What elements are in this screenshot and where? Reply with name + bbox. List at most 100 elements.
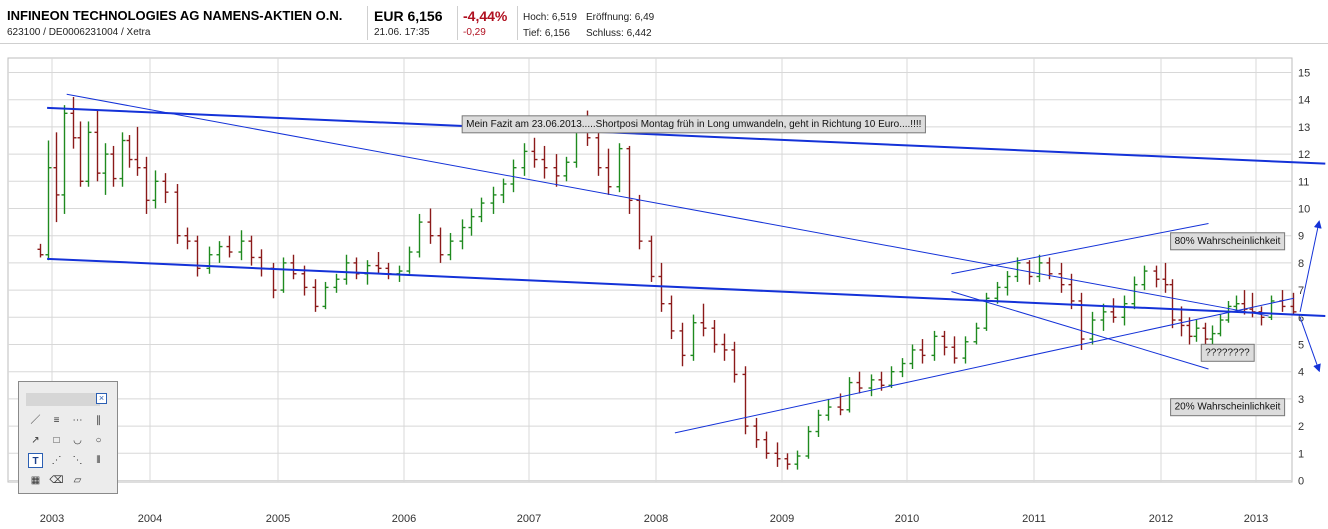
x-tick-label: 2008 (644, 513, 668, 525)
ohlc-bar (668, 295, 675, 340)
ohlc-bar (174, 184, 181, 244)
security-title: INFINEON TECHNOLOGIES AG NAMENS-AKTIEN O… (7, 8, 343, 23)
ohlc-bar (37, 243, 44, 258)
ohlc-bar (815, 409, 822, 437)
arrow-line (1299, 317, 1321, 373)
fan-tool-icon[interactable]: ⋰ (51, 455, 62, 466)
ohlc-bar (616, 143, 623, 193)
ohlc-bar (77, 121, 84, 187)
fan-reverse-tool-icon[interactable]: ⋱ (72, 455, 83, 466)
ohlc-bar (700, 303, 707, 337)
x-tick-label: 2013 (1244, 513, 1268, 525)
eraser-tool-icon[interactable]: ⌫ (49, 475, 64, 486)
ohlc-bar (427, 208, 434, 244)
ohlc-bar (763, 431, 770, 459)
ohlc-bar (951, 336, 958, 364)
x-tick-label: 2012 (1149, 513, 1173, 525)
ohlc-bar (805, 426, 812, 459)
annotation-box (1170, 232, 1286, 251)
rectangle-tool-icon[interactable]: □ (53, 435, 60, 446)
quote-header: INFINEON TECHNOLOGIES AG NAMENS-AKTIEN O… (0, 0, 1328, 44)
ohlc-bar (1178, 306, 1185, 337)
ohlc-bar (478, 197, 485, 223)
ohlc-bar (1026, 260, 1033, 285)
y-tick-label: 8 (1298, 258, 1304, 270)
ohlc-bar (521, 143, 528, 176)
ohlc-bar (119, 132, 126, 187)
ohlc-bar (1089, 311, 1096, 345)
circle-tool-icon[interactable]: ○ (95, 435, 102, 446)
stats-cell (517, 6, 1328, 40)
arc-tool-icon[interactable]: ◡ (73, 435, 82, 446)
trend-line (951, 290, 1209, 370)
ohlc-bar (1121, 295, 1128, 326)
ohlc-bar (152, 170, 159, 209)
arrow-tool-icon[interactable]: ↗ (31, 435, 40, 446)
ohlc-bar (1193, 320, 1200, 342)
line-tool-icon[interactable]: ／ (30, 415, 41, 426)
toolbox-title-bar[interactable] (26, 393, 100, 406)
y-tick-label: 15 (1298, 68, 1310, 80)
ohlc-bar (375, 252, 382, 274)
vlines-tool-icon[interactable]: ⦀ (96, 455, 101, 466)
annotation-text: 80% Wahrscheinlichkeit (1175, 236, 1281, 247)
grid-tool-icon[interactable]: ▦ (30, 475, 41, 486)
x-tick-label: 2010 (895, 513, 919, 525)
ohlc-bar (184, 227, 191, 250)
hline-tool-icon[interactable]: ⋯ (72, 415, 83, 426)
ohlc-bar (290, 254, 297, 280)
ohlc-bar (510, 159, 517, 193)
drawing-toolbox[interactable]: × ／ ≡ ⋯ ∥ ↗ □ ◡ ○ T ⋰ ⋱ ⦀ ▦ ⌫ ▱ (18, 381, 118, 494)
ohlc-bar (868, 374, 875, 397)
ohlc-bar (416, 213, 423, 258)
ohlc-bar (658, 262, 665, 312)
ohlc-bar (226, 235, 233, 258)
ohlc-bar (531, 137, 538, 168)
annotation-box (1170, 398, 1286, 417)
annotation-text: Mein Fazit am 23.06.2013.....Shortposi M… (466, 119, 921, 130)
clear-tool-icon[interactable]: ▱ (73, 475, 82, 486)
y-tick-label: 5 (1298, 340, 1304, 352)
ohlc-bar (194, 235, 201, 277)
ohlc-bar (1186, 317, 1193, 345)
ohlc-bar (70, 96, 77, 149)
price-chart[interactable]: 0 1 2 3 4 5 6 7 8 9 10 11 12 13 14 15 2003 2004 2005 2006 20… (0, 44, 1328, 529)
toolbox-close-icon[interactable]: × (96, 393, 107, 404)
y-tick-label: 14 (1298, 95, 1310, 107)
x-tick-label: 2005 (266, 513, 290, 525)
day-high: Hoch: 6,519 (523, 12, 577, 23)
y-tick-label: 10 (1298, 204, 1310, 216)
y-tick-label: 12 (1298, 149, 1310, 161)
ohlc-bar (406, 246, 413, 274)
y-tick-label: 7 (1298, 285, 1304, 297)
x-tick-label: 2007 (517, 513, 541, 525)
ohlc-bar (721, 333, 728, 361)
change-percent: -4,44% (463, 8, 508, 24)
ohlc-bar (983, 292, 990, 331)
ohlc-bar (636, 194, 643, 250)
trend-line (674, 297, 1294, 434)
annotation-text: 20% Wahrscheinlichkeit (1175, 402, 1281, 413)
ohlc-bar (994, 281, 1001, 304)
ohlc-bar (280, 257, 287, 293)
trend-line (951, 222, 1209, 275)
ohlc-bar (774, 442, 781, 467)
ohlc-bar (45, 140, 52, 261)
ohlc-bar (909, 344, 916, 369)
quote-time: 21.06. 17:35 (374, 27, 430, 38)
ohlc-bar (61, 105, 68, 214)
x-tick-label: 2004 (138, 513, 162, 525)
y-tick-label: 3 (1298, 394, 1304, 406)
fib-tool-icon[interactable]: ≡ (53, 415, 60, 426)
text-tool-icon[interactable]: T (28, 453, 43, 468)
ohlc-bar (85, 121, 92, 187)
ohlc-bar (206, 246, 213, 274)
channel-tool-icon[interactable]: ∥ (96, 415, 101, 426)
ohlc-bar (679, 322, 686, 367)
trend-line (66, 93, 1269, 317)
ohlc-bar (1233, 295, 1240, 312)
y-tick-label: 2 (1298, 421, 1304, 433)
ohlc-bar (322, 281, 329, 310)
ohlc-bar (553, 154, 560, 187)
